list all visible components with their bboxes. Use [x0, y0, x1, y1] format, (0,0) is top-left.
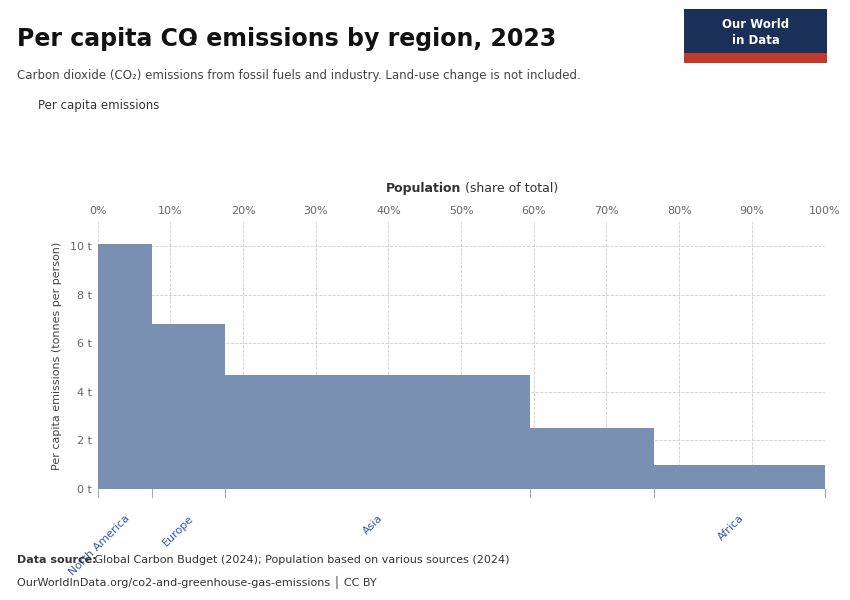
Text: Global Carbon Budget (2024); Population based on various sources (2024): Global Carbon Budget (2024); Population …	[91, 555, 509, 565]
Text: emissions by region, 2023: emissions by region, 2023	[198, 27, 556, 51]
Text: North America: North America	[68, 513, 132, 577]
Bar	[684, 53, 827, 63]
Bar	[98, 244, 152, 489]
Text: Population: Population	[386, 182, 461, 195]
Text: Our World: Our World	[722, 17, 789, 31]
Text: Carbon dioxide (CO₂) emissions from fossil fuels and industry. Land-use change i: Carbon dioxide (CO₂) emissions from foss…	[17, 69, 581, 82]
Y-axis label: Per capita emissions (tonnes per person): Per capita emissions (tonnes per person)	[52, 241, 62, 470]
Text: Asia: Asia	[361, 513, 384, 536]
Text: Per capita CO: Per capita CO	[17, 27, 198, 51]
Text: Data source:: Data source:	[17, 555, 97, 565]
Text: Africa: Africa	[717, 513, 746, 543]
Bar	[654, 465, 824, 489]
Text: (share of total): (share of total)	[461, 182, 558, 195]
Bar	[152, 324, 225, 489]
Text: in Data: in Data	[732, 34, 779, 47]
Text: OurWorldInData.org/co2-and-greenhouse-gas-emissions │ CC BY: OurWorldInData.org/co2-and-greenhouse-ga…	[17, 576, 377, 589]
Text: Per capita emissions: Per capita emissions	[38, 99, 160, 112]
Text: ₂: ₂	[189, 31, 196, 49]
Bar	[225, 375, 530, 489]
Bar	[530, 428, 654, 489]
Text: Europe: Europe	[161, 513, 196, 548]
